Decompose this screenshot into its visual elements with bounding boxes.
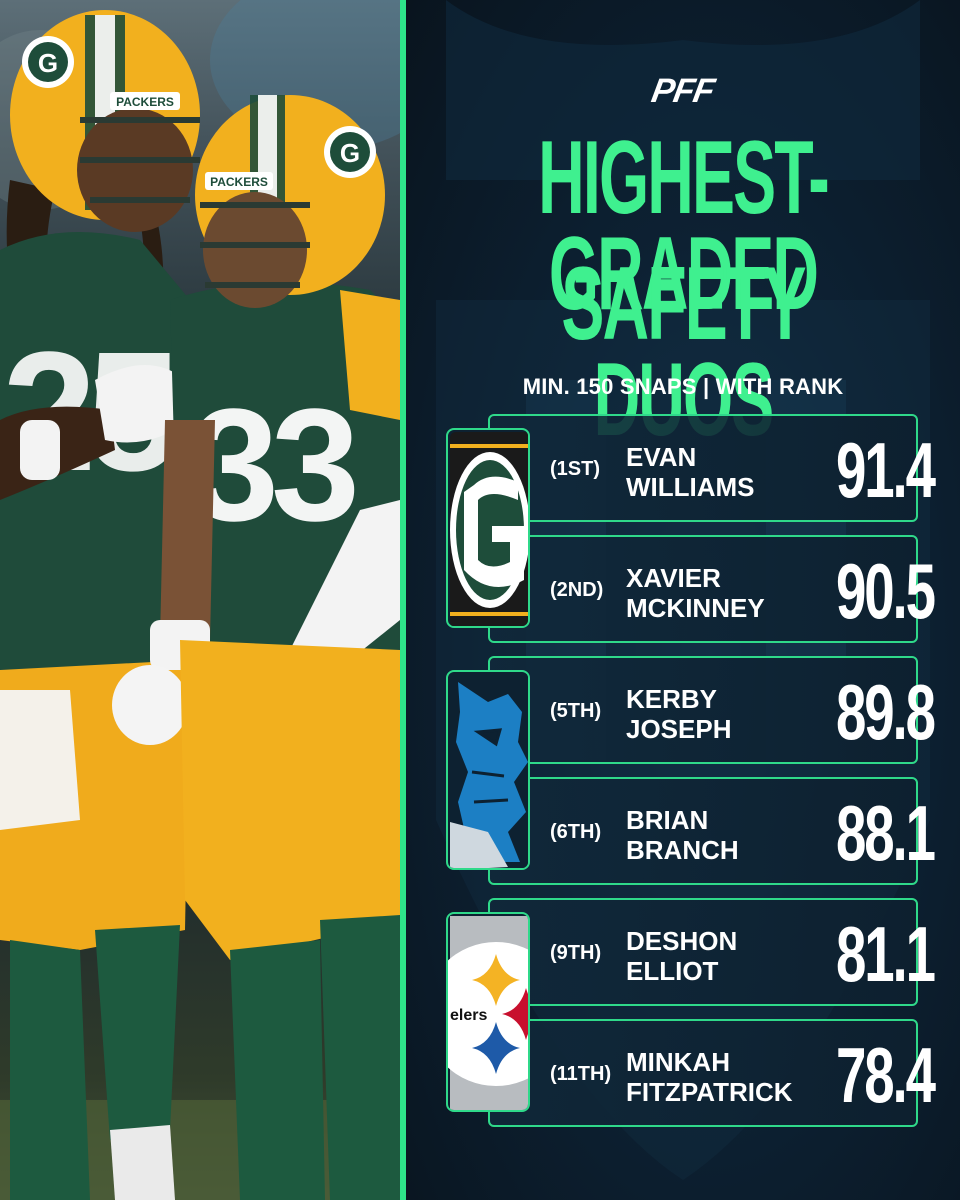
player-name: EVAN WILLIAMS [626, 442, 755, 502]
player-last-name: MCKINNEY [626, 593, 765, 623]
player-grade: 90.5 [836, 547, 936, 635]
player-name: MINKAH FITZPATRICK [626, 1047, 793, 1107]
steelers-logo-text: elers [450, 1007, 487, 1024]
jersey-number-right: 33 [190, 375, 355, 554]
helmet-label-left: PACKERS [116, 95, 174, 109]
player-rank: (5TH) [550, 700, 602, 722]
player-grade: 81.1 [836, 910, 936, 998]
player-rank: (2ND) [550, 579, 604, 601]
player-first-name: XAVIER [626, 563, 721, 593]
player-last-name: FITZPATRICK [626, 1077, 793, 1107]
title-line-1: HIGHEST-GRADED [538, 120, 829, 332]
svg-text:G: G [38, 48, 58, 78]
player-name: DESHON ELLIOT [626, 926, 737, 986]
player-first-name: MINKAH [626, 1047, 730, 1077]
steelers-logo-icon: elers [446, 912, 530, 1112]
pff-logo: PFF [618, 71, 748, 110]
panel-divider [400, 0, 406, 1200]
player-first-name: DESHON [626, 926, 738, 956]
player-last-name: JOSEPH [626, 714, 732, 744]
player-first-name: KERBY [626, 684, 718, 714]
player-row: (2ND) XAVIER MCKINNEY 90.5 [488, 535, 936, 643]
player-name: KERBY JOSEPH [626, 684, 732, 744]
player-last-name: ELLIOT [626, 956, 719, 986]
player-name: XAVIER MCKINNEY [626, 563, 765, 623]
player-rank: (6TH) [550, 821, 602, 843]
player-rank: (9TH) [550, 942, 602, 964]
player-row: (6TH) BRIAN BRANCH 88.1 [488, 777, 936, 885]
player-row: (5TH) KERBY JOSEPH 89.8 [488, 656, 936, 764]
svg-text:G: G [340, 138, 360, 168]
player-last-name: WILLIAMS [626, 472, 755, 502]
player-first-name: EVAN [626, 442, 697, 472]
pff-logo-text: PFF [649, 71, 718, 110]
subtitle: MIN. 150 SNAPS | WITH RANK [522, 374, 844, 399]
player-grade: 91.4 [836, 426, 936, 514]
players-illustration: 25 G PACKERS 33 [0, 0, 400, 1200]
player-name: BRIAN BRANCH [626, 805, 739, 865]
player-grade: 78.4 [836, 1031, 936, 1119]
player-row: (1ST) EVAN WILLIAMS 91.4 [488, 414, 936, 522]
player-grade: 89.8 [836, 668, 936, 756]
packers-logo-icon [446, 428, 530, 628]
player-last-name: BRANCH [626, 835, 739, 865]
player-first-name: BRIAN [626, 805, 709, 835]
player-row: (11TH) MINKAH FITZPATRICK 78.4 [488, 1019, 936, 1127]
player-grade: 88.1 [836, 789, 936, 877]
player-rank: (1ST) [550, 458, 600, 480]
player-row: (9TH) DESHON ELLIOT 81.1 [488, 898, 936, 1006]
player-rank: (11TH) [550, 1063, 612, 1085]
players-photo: 25 G PACKERS 33 [0, 0, 400, 1200]
rankings-panel: PFF HIGHEST-GRADED SAFETY DUOS MIN. 150 … [406, 0, 960, 1200]
lions-logo-icon [446, 670, 530, 870]
helmet-label-right: PACKERS [210, 175, 268, 189]
